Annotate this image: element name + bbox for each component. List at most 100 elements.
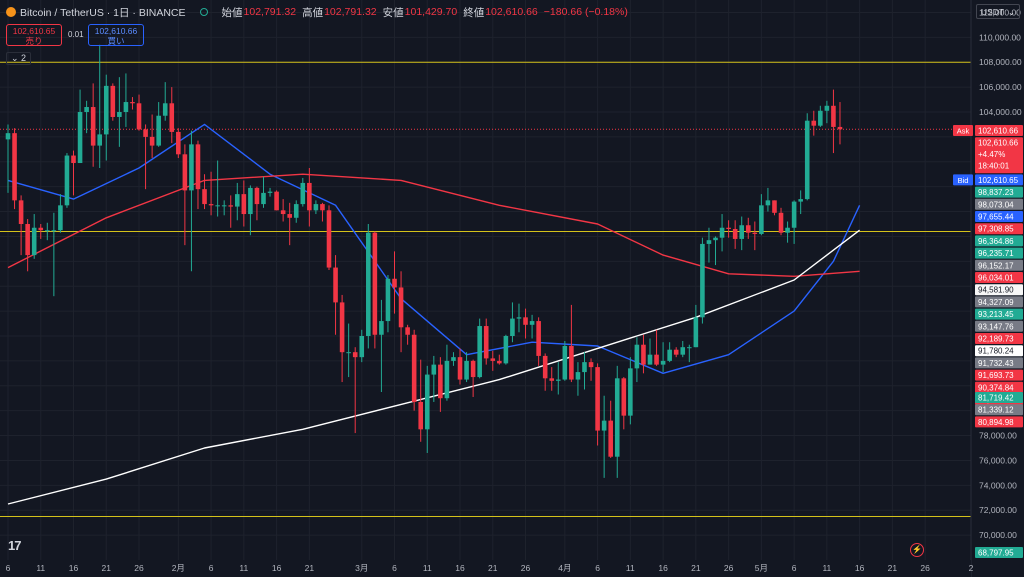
price-tick-label: 78,000.00 [979, 431, 1017, 441]
candle-body [719, 227, 725, 238]
candle-body [490, 358, 496, 361]
high-label: 高値 [302, 6, 324, 19]
candle-body [765, 200, 771, 206]
time-tick-label: 26 [521, 563, 531, 573]
candle [713, 236, 718, 266]
candle-body [529, 321, 535, 325]
candle [483, 318, 489, 365]
tradingview-logo[interactable]: 17 [8, 538, 22, 553]
candle [477, 318, 482, 379]
price-label-bg [975, 174, 1023, 186]
candle [189, 130, 194, 272]
candle [470, 359, 476, 397]
candle-body [405, 327, 410, 335]
symbol-title[interactable]: Bitcoin / TetherUS · 1日 · BINANCE [20, 6, 186, 19]
time-tick-label: 21 [488, 563, 498, 573]
lightning-icon[interactable]: ⚡ [910, 543, 924, 557]
market-status-icon [199, 8, 208, 16]
candle [195, 140, 201, 210]
candle-body [300, 182, 306, 205]
price-label-text: 94,581.90 [978, 286, 1014, 295]
price-label-text: 91,732.43 [978, 359, 1014, 368]
candle [595, 363, 600, 446]
candle-body [621, 378, 627, 416]
candle [221, 200, 227, 216]
price-label-bg [975, 198, 1023, 210]
candle [97, 44, 103, 168]
moving-average-line [7, 229, 861, 505]
time-tick-label: 11 [423, 563, 432, 573]
price-label-text: 81,719.42 [978, 394, 1014, 403]
candle-body [628, 368, 633, 416]
price-label-bg [975, 333, 1023, 344]
price-label-bg [975, 235, 1023, 247]
candle [778, 207, 784, 236]
candle [31, 214, 37, 259]
price-label-text: 91,693.73 [978, 371, 1014, 380]
candle [798, 190, 803, 215]
candle-body [372, 232, 378, 335]
candle [372, 231, 378, 349]
candle [431, 355, 437, 402]
time-tick-label: 5月 [755, 563, 768, 573]
candle-body [542, 355, 548, 379]
candle [411, 329, 417, 411]
candle-body [667, 349, 672, 361]
price-label-text: 97,308.85 [978, 225, 1014, 234]
candle-body [706, 240, 712, 244]
price-label-text: 92,189.73 [978, 335, 1014, 344]
price-label-text: 96,034.01 [978, 274, 1014, 283]
time-tick-label: 16 [272, 563, 282, 573]
candle [680, 340, 686, 358]
price-tick-label: 104,000.00 [979, 107, 1022, 117]
candle [280, 199, 286, 222]
candle [90, 83, 96, 167]
candle-body [12, 133, 17, 201]
change-value: −180.66 (−0.18%) [543, 6, 628, 18]
candle [464, 352, 469, 383]
candle [241, 180, 247, 227]
candle-body [654, 354, 659, 365]
candle [215, 160, 220, 217]
candle [169, 87, 175, 144]
currency-selector[interactable]: USDT ⌄ [976, 4, 1020, 19]
candle-body [536, 321, 541, 356]
buy-button[interactable]: 102,610.66 買い [88, 24, 144, 46]
sell-price: 102,610.65 [12, 26, 56, 36]
candle-body [464, 360, 469, 380]
price-label-bg [975, 223, 1023, 235]
candle-body [837, 126, 843, 130]
candle [549, 367, 555, 391]
candle [5, 124, 11, 193]
candle-body [555, 379, 561, 381]
candle-body [228, 205, 234, 207]
candle [687, 344, 692, 363]
close-value: 102,610.66 [485, 6, 538, 18]
indicators-toggle[interactable]: ⌄ 2 [6, 52, 32, 65]
candle-body [162, 103, 168, 116]
candle [765, 187, 771, 212]
candle-body [438, 364, 443, 399]
candle [700, 237, 705, 324]
candle [503, 334, 509, 365]
candle-body [700, 243, 705, 318]
sell-button[interactable]: 102,610.65 売り [6, 24, 62, 46]
price-label-text: 102,610.66 [978, 139, 1019, 148]
candle-body [418, 401, 424, 430]
candle [575, 362, 581, 396]
candle [274, 190, 279, 211]
price-label-text: 93,147.76 [978, 322, 1014, 331]
candle-body [77, 112, 83, 164]
candle [634, 337, 640, 383]
candle [824, 100, 830, 124]
candle [562, 340, 568, 381]
candle-body [778, 212, 784, 233]
moving-average-line [7, 173, 860, 277]
price-label-bg [975, 547, 1023, 558]
candle-body [483, 326, 489, 359]
candle-body [614, 378, 620, 457]
candle [510, 302, 515, 343]
time-tick-label: 16 [69, 563, 79, 573]
candle [287, 202, 292, 246]
